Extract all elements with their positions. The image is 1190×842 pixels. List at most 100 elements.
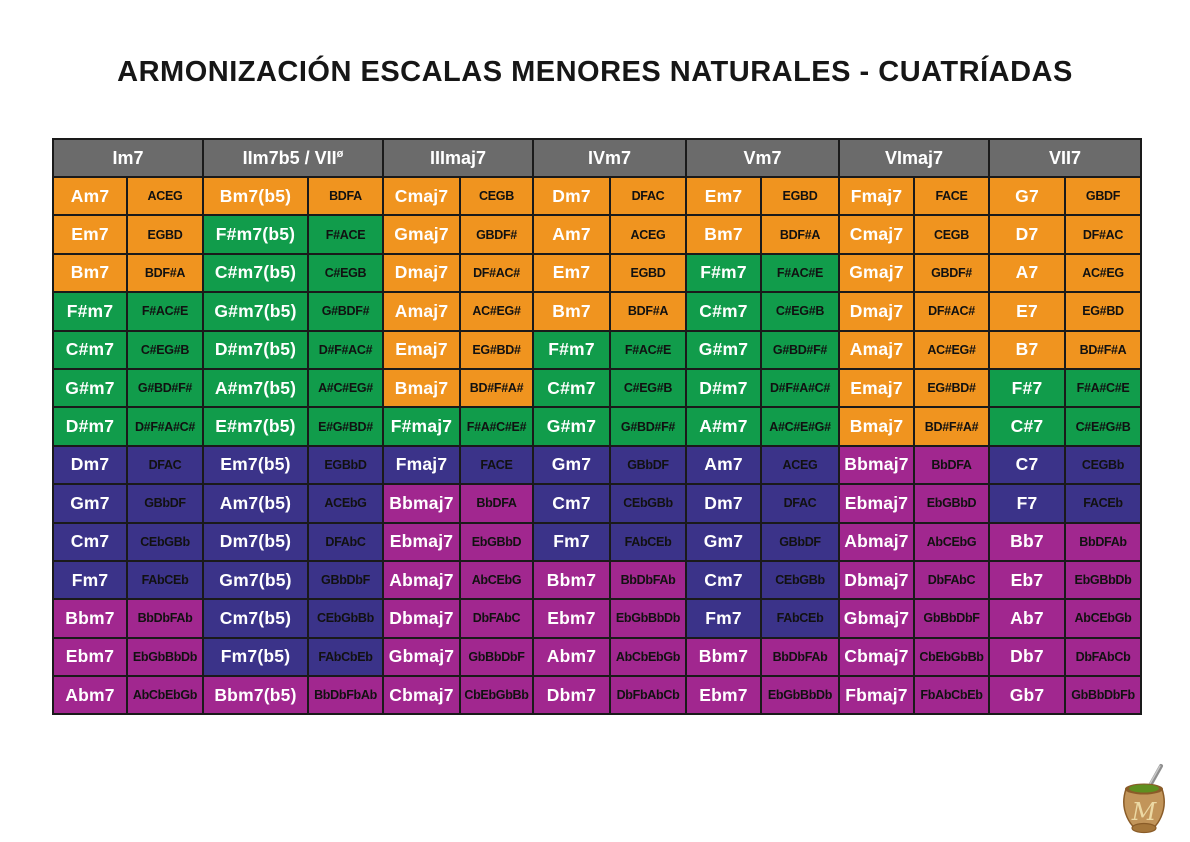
harmonization-table: Im7 IIm7b5 / VIIø IIImaj7 IVm7 Vm7 VImaj7 VII7…: [52, 138, 1143, 716]
table-row: Fm7 FAbCEb Gm7(b5) GBbDbF Abmaj7 AbCEbG Bbm7 Bb…: [52, 559, 1143, 601]
chord-cell: Em7: [685, 175, 762, 217]
chord-cell: C#m7: [685, 291, 762, 332]
notes-cell: BDF#A: [126, 252, 204, 294]
chord-cell: Ab7: [988, 598, 1067, 639]
notes-cell: AbCbEbGb: [609, 636, 687, 678]
notes-cell: CEbGBb: [126, 521, 204, 562]
notes-cell: FAbCbEb: [307, 636, 384, 678]
notes-cell: BbDbFAb: [609, 559, 687, 601]
chord-cell: Bm7: [532, 291, 611, 332]
notes-cell: D#F#AC#: [307, 329, 384, 370]
table-row: Em7 EGBD F#m7(b5) F#ACE Gmaj7 GBDF# Am7 ACEG Bm7…: [52, 214, 1143, 255]
notes-cell: FAbCEb: [126, 559, 204, 601]
chord-cell: Fm7: [532, 521, 611, 562]
chord-cell: E#m7(b5): [202, 406, 309, 447]
chord-cell: Am7: [685, 444, 762, 486]
notes-cell: DbFAbC: [912, 559, 991, 601]
table-row: Gm7 GBbDF Am7(b5) ACEbG Bbmaj7 BbDFA Cm7 CEbGBb…: [52, 483, 1143, 524]
notes-cell: C#EG#B: [760, 291, 840, 332]
notes-cell: DbFAbC: [459, 598, 534, 639]
chord-cell: Abmaj7: [382, 559, 461, 601]
chord-cell: Gm7: [52, 483, 128, 524]
notes-cell: A#C#E#G#: [760, 406, 840, 447]
column-header: VImaj7: [837, 138, 991, 178]
chord-cell: Fmaj7: [382, 444, 461, 486]
chord-cell: Abm7: [52, 675, 128, 716]
notes-cell: EbGbBbDb: [609, 598, 687, 639]
chord-cell: Bbmaj7: [382, 483, 461, 524]
notes-cell: EbGbBbDb: [760, 675, 840, 716]
notes-cell: BbDFAb: [1064, 521, 1143, 562]
chord-cell: F#m7: [532, 329, 611, 370]
chord-cell: Bmaj7: [838, 406, 915, 447]
chord-cell: Ebmaj7: [838, 483, 915, 524]
chord-cell: Gbmaj7: [838, 598, 915, 639]
notes-cell: C#EG#B: [126, 329, 204, 370]
notes-cell: G#BD#F#: [609, 406, 687, 447]
chord-cell: Db7: [988, 636, 1067, 678]
chord-cell: Gm7: [532, 444, 611, 486]
chord-cell: Dm7: [685, 483, 762, 524]
notes-cell: BbDFA: [459, 483, 534, 524]
notes-cell: BbDFA: [912, 444, 991, 486]
notes-cell: CEbGBb: [760, 559, 840, 601]
notes-cell: FAbCEb: [760, 598, 840, 639]
notes-cell: F#AC#E: [126, 291, 204, 332]
chord-cell: Fm7(b5): [202, 636, 309, 678]
notes-cell: AbCEbGb: [1064, 598, 1143, 639]
notes-cell: FbAbCbEb: [912, 675, 991, 716]
chord-cell: C#m7: [52, 329, 128, 370]
notes-cell: DFAC: [126, 444, 204, 486]
notes-cell: G#BDF#: [307, 291, 384, 332]
chord-cell: Gm7: [685, 521, 762, 562]
notes-cell: F#A#C#E#: [459, 406, 534, 447]
notes-cell: CEbGbBb: [307, 598, 384, 639]
notes-cell: AC#EG#: [912, 329, 991, 370]
table-row: G#m7 G#BD#F# A#m7(b5) A#C#EG# Bmaj7 BD#F#A# C#…: [52, 367, 1143, 409]
chord-cell: Bbm7: [52, 598, 128, 639]
chord-cell: D#m7: [685, 367, 762, 409]
chord-cell: Bb7: [988, 521, 1067, 562]
chord-cell: G#m7: [52, 367, 128, 409]
chord-cell: Bbm7: [532, 559, 611, 601]
chord-cell: Am7(b5): [202, 483, 309, 524]
notes-cell: EG#BD: [1064, 291, 1143, 332]
notes-cell: GbBbDbFb: [1064, 675, 1143, 716]
chord-cell: Dbmaj7: [382, 598, 461, 639]
notes-cell: BbDbFbAb: [307, 675, 384, 716]
chord-cell: Em7: [532, 252, 611, 294]
notes-cell: EbGBbD: [459, 521, 534, 562]
chord-cell: Amaj7: [838, 329, 915, 370]
chord-cell: A#m7: [685, 406, 762, 447]
notes-cell: GBDF#: [459, 214, 534, 255]
chord-cell: Bbm7(b5): [202, 675, 309, 716]
notes-cell: AC#EG#: [459, 291, 534, 332]
chord-cell: Am7: [52, 175, 128, 217]
notes-cell: CbEbGbBb: [912, 636, 991, 678]
chord-cell: Dm7: [532, 175, 611, 217]
notes-cell: CEGB: [459, 175, 534, 217]
notes-cell: GBDF: [1064, 175, 1143, 217]
notes-cell: FACEb: [1064, 483, 1143, 524]
notes-cell: DF#AC#: [459, 252, 534, 294]
chord-cell: Am7: [532, 214, 611, 255]
chord-cell: Abmaj7: [838, 521, 915, 562]
notes-cell: GBbDF: [609, 444, 687, 486]
notes-cell: F#AC#E: [609, 329, 687, 370]
chord-cell: Fmaj7: [838, 175, 915, 217]
column-header: VII7: [988, 138, 1143, 178]
notes-cell: GBbDF: [126, 483, 204, 524]
notes-cell: FAbCEb: [609, 521, 687, 562]
chord-cell: Bbmaj7: [838, 444, 915, 486]
notes-cell: C#E#G#B: [1064, 406, 1143, 447]
chord-cell: F7: [988, 483, 1067, 524]
chord-cell: Ebm7: [52, 636, 128, 678]
notes-cell: BD#F#A#: [912, 406, 991, 447]
chord-cell: Cbmaj7: [382, 675, 461, 716]
chord-cell: F#m7(b5): [202, 214, 309, 255]
notes-cell: G#BD#F#: [760, 329, 840, 370]
notes-cell: EbGBbD: [912, 483, 991, 524]
column-header: IVm7: [532, 138, 687, 178]
chord-cell: F#maj7: [382, 406, 461, 447]
notes-cell: DbFAbCb: [1064, 636, 1143, 678]
